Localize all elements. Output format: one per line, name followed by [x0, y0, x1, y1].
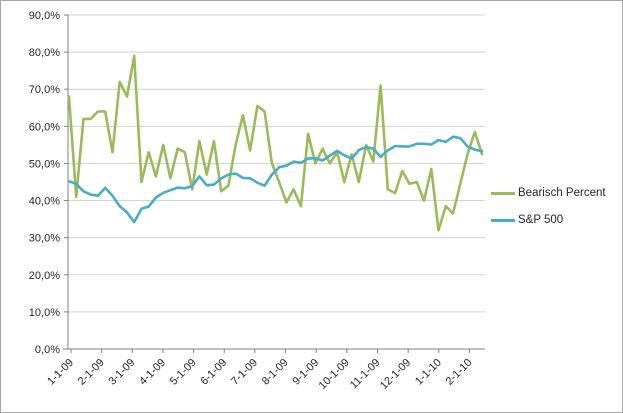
bearisch-percent-line-swatch — [491, 191, 515, 195]
legend-label-sp500: S&P 500 — [518, 213, 564, 226]
x-axis-label: 4-1-09 — [137, 357, 168, 388]
x-axis-label: 12-1-09 — [378, 357, 413, 392]
y-axis-label: 70,0% — [29, 84, 60, 96]
y-axis-label: 80,0% — [29, 47, 60, 59]
y-axis-label: 30,0% — [29, 233, 60, 245]
legend-label-bearisch-percent: Bearisch Percent — [518, 186, 606, 199]
legend-item-sp500: S&P 500 — [491, 210, 622, 230]
x-axis-label: 2-1-10 — [444, 357, 475, 388]
series-line-s-p-500 — [67, 135, 484, 224]
x-axis-label: 5-1-09 — [168, 357, 199, 388]
y-axis-label: 10,0% — [29, 307, 60, 319]
x-axis-label: 1-1-09 — [45, 357, 76, 388]
legend-item-bearisch-percent: Bearisch Percent — [491, 183, 622, 203]
x-axis-label: 2-1-09 — [76, 357, 107, 388]
y-axis-label: 50,0% — [29, 158, 60, 170]
y-axis-label: 90,0% — [29, 10, 60, 22]
y-axis-label: 20,0% — [29, 270, 60, 282]
x-axis-label: 3-1-09 — [106, 357, 137, 388]
x-axis-label: 1-1-10 — [413, 357, 444, 388]
x-axis-label: 8-1-09 — [260, 357, 291, 388]
y-axis-label: 60,0% — [29, 121, 60, 133]
y-axis-label: 40,0% — [29, 196, 60, 208]
x-axis-label: 10-1-09 — [317, 357, 352, 392]
x-axis-label: 6-1-09 — [198, 357, 229, 388]
legend: Bearisch Percent S&P 500 — [491, 183, 622, 237]
x-axis-label: 7-1-09 — [229, 357, 260, 388]
x-axis-label: 11-1-09 — [348, 357, 383, 392]
sp500-line-swatch — [491, 218, 515, 222]
y-axis-label: 0,0% — [35, 344, 60, 356]
